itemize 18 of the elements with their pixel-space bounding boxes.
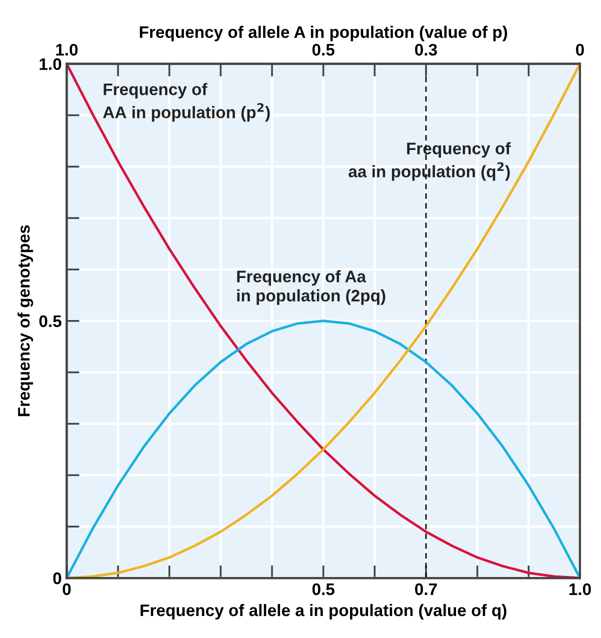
y-tick-label: 0.5 [39, 315, 62, 328]
x2-tick-label: 0 [576, 44, 584, 56]
series-label: Frequency of Aa in population (2pq) [237, 270, 386, 305]
series-label: Frequency of AA in population (p$^{2}$) [103, 82, 270, 122]
y-tick-label: 0 [53, 572, 62, 584]
series-label: Frequency of aa in population (q$^{2}$) [348, 142, 511, 181]
x-tick-label: 0 [62, 583, 71, 596]
x-tick-label: 0.7 [415, 583, 437, 596]
x-axis-title: Frequency of allele a in population (value of q) [140, 604, 506, 620]
line-series [66, 64, 580, 578]
y-tick-label: 1.0 [40, 58, 62, 70]
x2-tick-label: 0.5 [312, 44, 334, 56]
x2-axis-title: Frequency of allele A in population (value of p) [140, 26, 508, 42]
x-tick-label: 1.0 [569, 583, 591, 596]
x-tick-label: 0.5 [312, 583, 334, 596]
x2-tick-label: 1.0 [56, 44, 78, 56]
y-axis-title: Frequency of genotypes [18, 225, 34, 416]
x2-tick-label: 0.3 [415, 44, 437, 56]
